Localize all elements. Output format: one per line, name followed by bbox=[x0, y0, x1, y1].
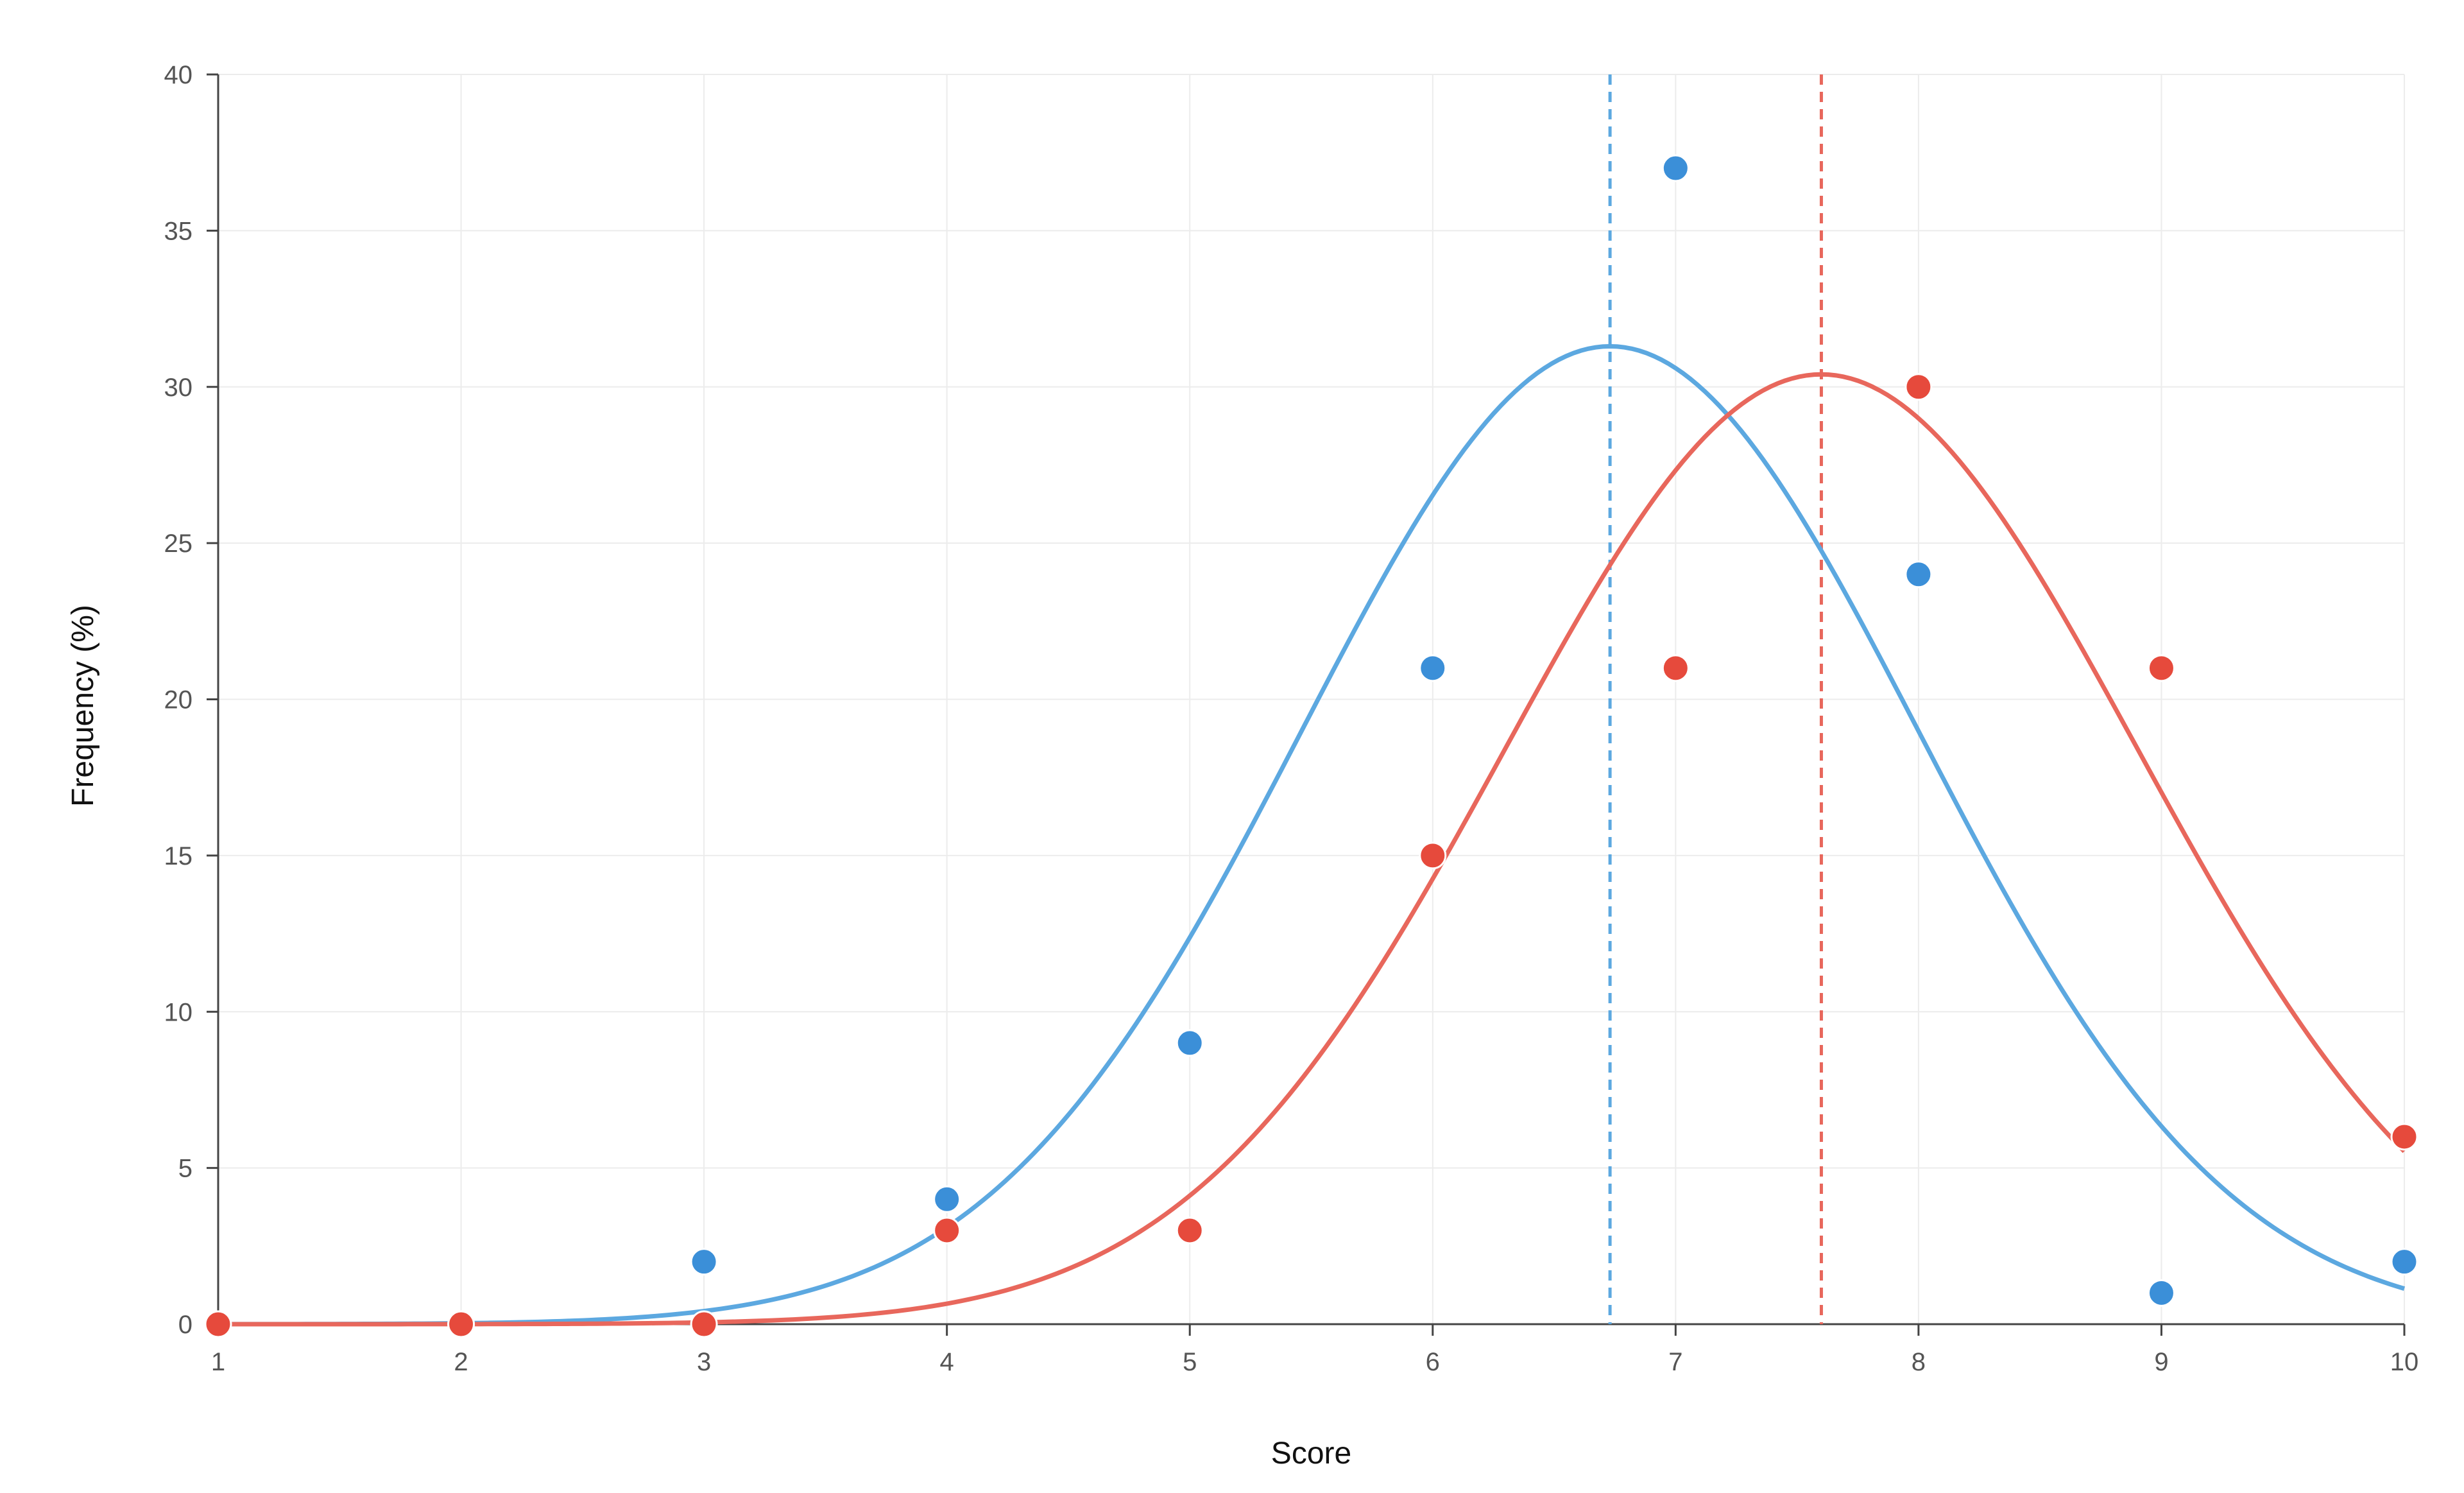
x-tick-label: 7 bbox=[1668, 1348, 1682, 1376]
grid bbox=[218, 74, 2405, 1324]
data-point-blue bbox=[1176, 1029, 1204, 1057]
fit-curve-blue bbox=[218, 343, 2406, 1327]
data-point-red bbox=[447, 1310, 475, 1338]
data-point-red bbox=[1904, 373, 1933, 401]
data-points bbox=[204, 154, 2418, 1338]
data-point-red bbox=[1176, 1216, 1204, 1245]
y-tick-label: 35 bbox=[164, 217, 193, 245]
y-axis-label: Frequency (%) bbox=[66, 605, 100, 807]
x-tick-label: 9 bbox=[2154, 1348, 2168, 1376]
fit-curves bbox=[218, 343, 2406, 1327]
data-point-blue bbox=[933, 1185, 961, 1213]
x-tick-label: 10 bbox=[2390, 1348, 2419, 1376]
mean-lines bbox=[1608, 74, 1823, 1324]
data-point-red bbox=[2390, 1123, 2418, 1151]
data-point-red bbox=[1419, 841, 1447, 870]
x-tick-label: 2 bbox=[454, 1348, 468, 1376]
y-tick-label: 25 bbox=[164, 530, 193, 558]
y-tick-label: 10 bbox=[164, 998, 193, 1026]
y-tick-label: 0 bbox=[178, 1311, 193, 1339]
x-tick-label: 3 bbox=[697, 1348, 711, 1376]
data-point-red bbox=[2147, 654, 2175, 682]
data-point-blue bbox=[1904, 560, 1933, 589]
data-point-red bbox=[933, 1216, 961, 1245]
data-point-blue bbox=[1661, 154, 1690, 182]
data-point-blue bbox=[1419, 654, 1447, 682]
x-tick-label: 1 bbox=[211, 1348, 225, 1376]
x-axis-label: Score bbox=[1271, 1437, 1351, 1471]
y-tick-label: 20 bbox=[164, 686, 193, 714]
x-tick-label: 8 bbox=[1912, 1348, 1926, 1376]
x-tick-label: 5 bbox=[1183, 1348, 1197, 1376]
data-point-red bbox=[1661, 654, 1690, 682]
data-point-blue bbox=[2147, 1279, 2175, 1307]
y-tick-label: 5 bbox=[178, 1155, 193, 1183]
tick-labels: 0 5 10 15 20 25 30 35 40 1 2 3 4 5 6 7 8 9 10 bbox=[164, 61, 2419, 1376]
data-point-blue bbox=[690, 1248, 718, 1276]
y-tick-label: 40 bbox=[164, 61, 193, 89]
data-point-red bbox=[690, 1310, 718, 1338]
data-point-blue bbox=[2390, 1248, 2418, 1276]
y-tick-label: 15 bbox=[164, 842, 193, 870]
fit-curve-red bbox=[218, 372, 2406, 1327]
x-tick-label: 4 bbox=[940, 1348, 954, 1376]
data-point-red bbox=[204, 1310, 232, 1338]
x-tick-label: 6 bbox=[1426, 1348, 1440, 1376]
y-tick-label: 30 bbox=[164, 374, 193, 402]
